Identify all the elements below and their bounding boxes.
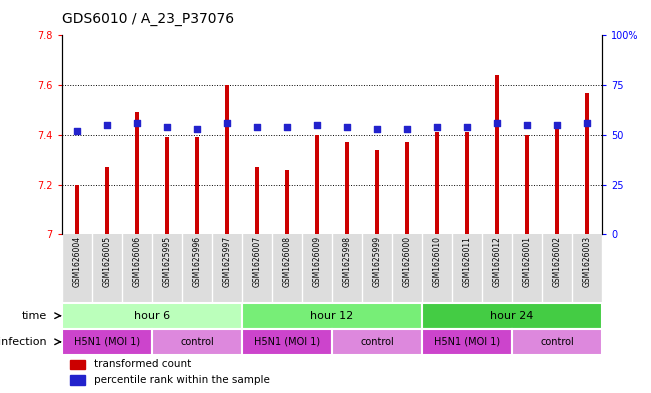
Bar	[135, 112, 139, 234]
Text: GSM1626010: GSM1626010	[432, 236, 441, 287]
Point	[582, 120, 592, 126]
Point	[72, 128, 82, 134]
Bar	[375, 150, 379, 234]
Text: infection: infection	[0, 337, 47, 347]
Point	[282, 124, 292, 130]
Text: time: time	[21, 311, 47, 321]
Bar	[555, 122, 559, 234]
Text: GSM1626009: GSM1626009	[312, 236, 322, 287]
Bar	[255, 167, 258, 234]
Point	[191, 126, 202, 132]
Point	[432, 124, 442, 130]
Point	[552, 122, 562, 128]
Bar	[242, 329, 332, 355]
Point	[372, 126, 382, 132]
Text: GSM1626008: GSM1626008	[283, 236, 292, 287]
Text: H5N1 (MOI 1): H5N1 (MOI 1)	[74, 337, 140, 347]
Point	[312, 122, 322, 128]
Text: hour 12: hour 12	[311, 311, 353, 321]
Text: control: control	[180, 337, 214, 347]
Text: GSM1626012: GSM1626012	[493, 236, 502, 287]
Bar	[512, 329, 602, 355]
Bar	[332, 329, 422, 355]
Text: hour 6: hour 6	[134, 311, 170, 321]
Bar	[422, 303, 602, 329]
Text: GSM1626004: GSM1626004	[72, 236, 81, 287]
Bar	[285, 170, 289, 234]
Text: GSM1626000: GSM1626000	[402, 236, 411, 287]
Bar	[165, 137, 169, 234]
Text: control: control	[540, 337, 574, 347]
Text: GSM1626011: GSM1626011	[463, 236, 471, 287]
Text: GSM1626005: GSM1626005	[102, 236, 111, 287]
Point	[342, 124, 352, 130]
Bar	[70, 360, 85, 369]
Text: transformed count: transformed count	[94, 360, 191, 369]
Bar	[225, 85, 229, 234]
Text: GSM1626007: GSM1626007	[253, 236, 262, 287]
Text: GDS6010 / A_23_P37076: GDS6010 / A_23_P37076	[62, 11, 234, 26]
Text: percentile rank within the sample: percentile rank within the sample	[94, 375, 270, 385]
Text: GSM1625998: GSM1625998	[342, 236, 352, 287]
Point	[462, 124, 473, 130]
Bar	[70, 375, 85, 385]
Text: H5N1 (MOI 1): H5N1 (MOI 1)	[254, 337, 320, 347]
Bar	[315, 135, 319, 234]
Text: H5N1 (MOI 1): H5N1 (MOI 1)	[434, 337, 500, 347]
Bar	[62, 329, 152, 355]
Bar	[465, 132, 469, 234]
Bar	[75, 185, 79, 234]
Point	[402, 126, 412, 132]
Point	[522, 122, 533, 128]
Text: GSM1626003: GSM1626003	[583, 236, 592, 287]
Bar	[585, 93, 589, 234]
Text: GSM1626006: GSM1626006	[132, 236, 141, 287]
Bar	[525, 135, 529, 234]
Bar	[105, 167, 109, 234]
Text: control: control	[360, 337, 394, 347]
Bar	[242, 303, 422, 329]
Text: hour 24: hour 24	[490, 311, 534, 321]
Bar	[195, 137, 199, 234]
Point	[161, 124, 172, 130]
Text: GSM1625995: GSM1625995	[162, 236, 171, 287]
Point	[222, 120, 232, 126]
Bar	[152, 329, 242, 355]
Text: GSM1625997: GSM1625997	[223, 236, 232, 287]
Bar	[436, 132, 439, 234]
Text: GSM1625999: GSM1625999	[372, 236, 381, 287]
Point	[492, 120, 503, 126]
Text: GSM1626002: GSM1626002	[553, 236, 562, 287]
Point	[252, 124, 262, 130]
Bar	[62, 303, 242, 329]
Bar	[422, 329, 512, 355]
Text: GSM1626001: GSM1626001	[523, 236, 532, 287]
Bar	[406, 142, 409, 234]
Text: GSM1625996: GSM1625996	[193, 236, 201, 287]
Bar	[495, 75, 499, 234]
Point	[132, 120, 142, 126]
Bar	[345, 142, 349, 234]
Point	[102, 122, 112, 128]
